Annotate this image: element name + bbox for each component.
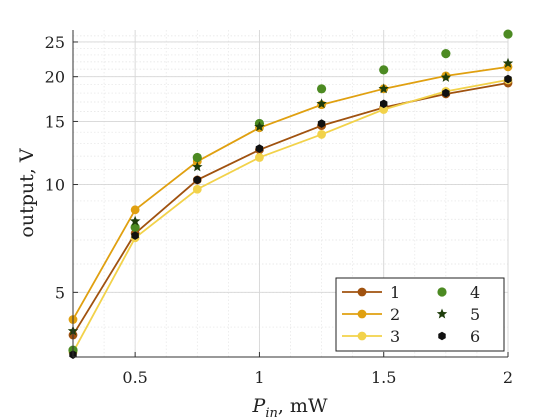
series-3-point	[379, 105, 389, 114]
series-4-point	[503, 29, 513, 39]
x-tick-label: 2	[503, 368, 513, 387]
y-tick-label: 15	[45, 112, 65, 131]
legend-entry-6: 6	[438, 327, 480, 346]
series-3-point	[317, 130, 326, 139]
series-6-point	[442, 88, 450, 98]
series-5-point	[378, 83, 389, 94]
legend-label: 4	[470, 283, 480, 302]
y-tick-label: 10	[45, 176, 65, 195]
series-6-point	[193, 175, 202, 185]
series-4-point	[130, 222, 140, 232]
legend-label: 6	[470, 327, 480, 346]
series-6-point	[317, 119, 326, 128]
legend-marker	[438, 331, 446, 341]
legend-entry-4: 4	[437, 283, 480, 302]
x-axis-label-symbol: P	[252, 395, 267, 417]
axes	[72, 30, 509, 358]
legend-entry-1: 1	[342, 283, 400, 302]
series-2-line	[72, 65, 509, 320]
series-6-point	[379, 99, 388, 109]
legend-marker	[357, 331, 367, 341]
legend: 1 2 3 4 5 6	[335, 277, 505, 352]
series-4-point	[441, 48, 451, 59]
y-tick-label: 25	[45, 33, 65, 52]
series-5-point	[440, 71, 452, 82]
legend-marker	[357, 309, 367, 319]
series-6-point	[504, 74, 512, 84]
series-5-point	[129, 215, 141, 226]
legend-entry-3: 3	[342, 327, 400, 346]
legend-entry-2: 2	[342, 305, 400, 324]
legend-label: 5	[470, 305, 480, 324]
series-4-point	[192, 152, 202, 163]
series-3-point	[192, 184, 202, 194]
legend-marker	[357, 287, 367, 297]
series-4-point	[379, 65, 389, 75]
series-5-point	[192, 161, 203, 172]
series-4-point	[316, 84, 327, 94]
legend-marker	[436, 308, 448, 319]
x-tick-label: 1.5	[371, 368, 396, 387]
legend-entry-5: 5	[436, 305, 480, 324]
x-tick-label: 0.5	[122, 368, 147, 387]
legend-label: 2	[390, 305, 400, 324]
series-1-line	[72, 82, 509, 336]
series-6-point	[255, 144, 264, 153]
legend-marker	[437, 287, 447, 297]
y-axis-label: output, V	[16, 148, 38, 237]
y-tick-label: 20	[45, 68, 65, 87]
x-axis-label: Pin, mW	[252, 395, 328, 420]
series-5-point	[502, 57, 514, 68]
x-tick-label: 1	[254, 368, 264, 387]
x-axis-label-subscript: in	[265, 406, 278, 420]
series-2-point	[130, 205, 140, 215]
legend-label: 1	[390, 283, 400, 302]
legend-label: 3	[390, 327, 400, 346]
series-3-point	[255, 153, 264, 162]
y-tick-label: 5	[55, 283, 65, 302]
series-5-point	[316, 98, 327, 109]
series-6-point	[131, 231, 139, 240]
series-3-line	[72, 78, 509, 353]
x-axis-label-unit: , mW	[278, 395, 328, 417]
series-6	[69, 74, 512, 359]
series-5-point	[254, 121, 265, 132]
series-group	[67, 29, 514, 359]
